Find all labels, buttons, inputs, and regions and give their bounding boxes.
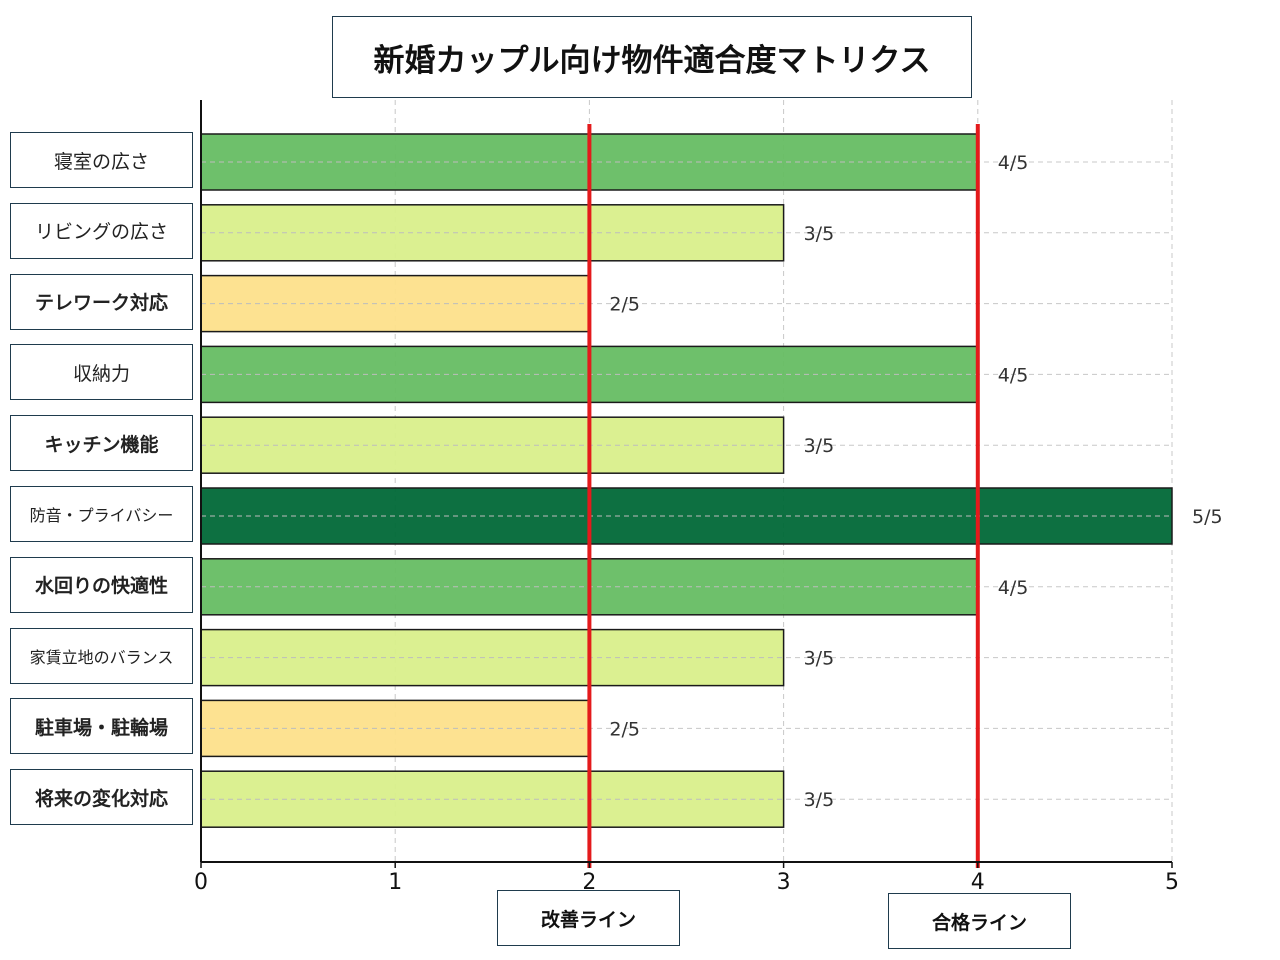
value-label: 4/5	[998, 577, 1029, 599]
value-label: 3/5	[804, 435, 835, 457]
reference-lines	[587, 124, 980, 868]
value-label: 4/5	[998, 152, 1029, 174]
category-label: 収納力	[10, 344, 193, 401]
category-label: 防音・プライバシー	[10, 486, 193, 542]
category-label: 駐車場・駐輪場	[10, 698, 193, 755]
category-label: 水回りの快適性	[10, 556, 193, 613]
pass-line-label: 合格ライン	[888, 893, 1071, 949]
value-label: 3/5	[804, 223, 835, 245]
value-label: 2/5	[609, 294, 640, 316]
value-label: 2/5	[609, 718, 640, 740]
category-label: 寝室の広さ	[10, 132, 193, 188]
x-tick-label: 3	[777, 870, 791, 895]
x-tick-label: 1	[388, 870, 402, 895]
category-label: 家賃立地のバランス	[10, 627, 193, 684]
bars	[200, 133, 1173, 828]
value-label: 5/5	[1192, 506, 1223, 528]
value-label: 3/5	[804, 789, 835, 811]
bar	[200, 487, 1173, 545]
improvement-line-label: 改善ライン	[497, 890, 680, 946]
value-label: 3/5	[804, 648, 835, 670]
category-label: キッチン機能	[10, 415, 193, 472]
x-tick-label: 2	[582, 870, 596, 895]
category-label: 将来の変化対応	[10, 769, 193, 826]
value-label: 4/5	[998, 364, 1029, 386]
x-tick-label: 4	[971, 870, 985, 895]
value-labels: 4/5 3/5 2/5 4/5 3/5 5/5 4/5 3/5 2/5 3/5	[609, 152, 1222, 811]
category-label: リビングの広さ	[10, 202, 193, 259]
x-tick-label: 0	[194, 870, 208, 895]
category-label: テレワーク対応	[10, 273, 193, 330]
x-axis: 0 1 2 3 4 5	[194, 100, 1179, 895]
x-tick-label: 5	[1165, 870, 1179, 895]
chart-title: 新婚カップル向け物件適合度マトリクス	[332, 16, 972, 98]
